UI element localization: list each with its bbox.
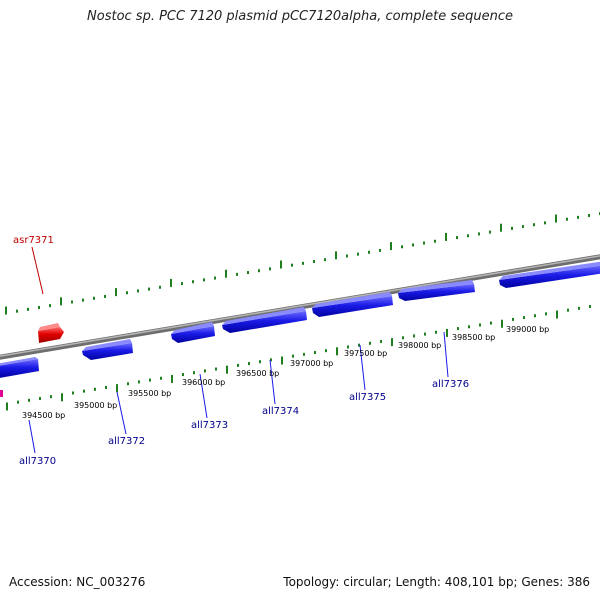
gene-block-all7370[interactable] (0, 357, 39, 378)
scale-label: 394500 bp (22, 411, 65, 420)
gene-block-all7373[interactable] (171, 322, 215, 343)
gene-block-all7376[interactable] (398, 280, 475, 301)
gene-block-next[interactable] (499, 261, 600, 288)
gene-block-asr7371[interactable] (38, 323, 64, 343)
gene-label-all7375: all7375 (349, 392, 386, 403)
forward-strand-ticks (5, 212, 600, 315)
summary-text: Topology: circular; Length: 408,101 bp; … (283, 575, 590, 589)
scale-label: 397000 bp (290, 359, 333, 368)
reverse-strand-genes (0, 261, 600, 378)
reverse-strand-ticks (6, 305, 591, 411)
gene-label-asr7371: asr7371 (13, 235, 54, 246)
scale-label: 396500 bp (236, 369, 279, 378)
scale-label: 398500 bp (452, 333, 495, 342)
gene-block-all7375[interactable] (312, 292, 393, 317)
gene-block-all7374[interactable] (222, 307, 307, 333)
sequence-backbone (0, 254, 600, 360)
scale-label: 397500 bp (344, 349, 387, 358)
scale-label: 399000 bp (506, 325, 549, 334)
gene-label-all7372: all7372 (108, 436, 145, 447)
edge-marker (0, 390, 3, 397)
accession-text: Accession: NC_003276 (9, 575, 146, 589)
gene-label-lines (28, 246, 449, 454)
scale-label: 396000 bp (182, 378, 225, 387)
scale-label: 395500 bp (128, 389, 171, 398)
gene-label-all7373: all7373 (191, 420, 228, 431)
scale-label: 395000 bp (74, 401, 117, 410)
gene-label-all7370: all7370 (19, 456, 56, 467)
gene-label-all7376: all7376 (432, 379, 469, 390)
scale-label: 398000 bp (398, 341, 441, 350)
gene-block-all7372[interactable] (82, 339, 133, 360)
gene-label-all7374: all7374 (262, 406, 299, 417)
map-title: Nostoc sp. PCC 7120 plasmid pCC7120alpha… (87, 9, 513, 24)
